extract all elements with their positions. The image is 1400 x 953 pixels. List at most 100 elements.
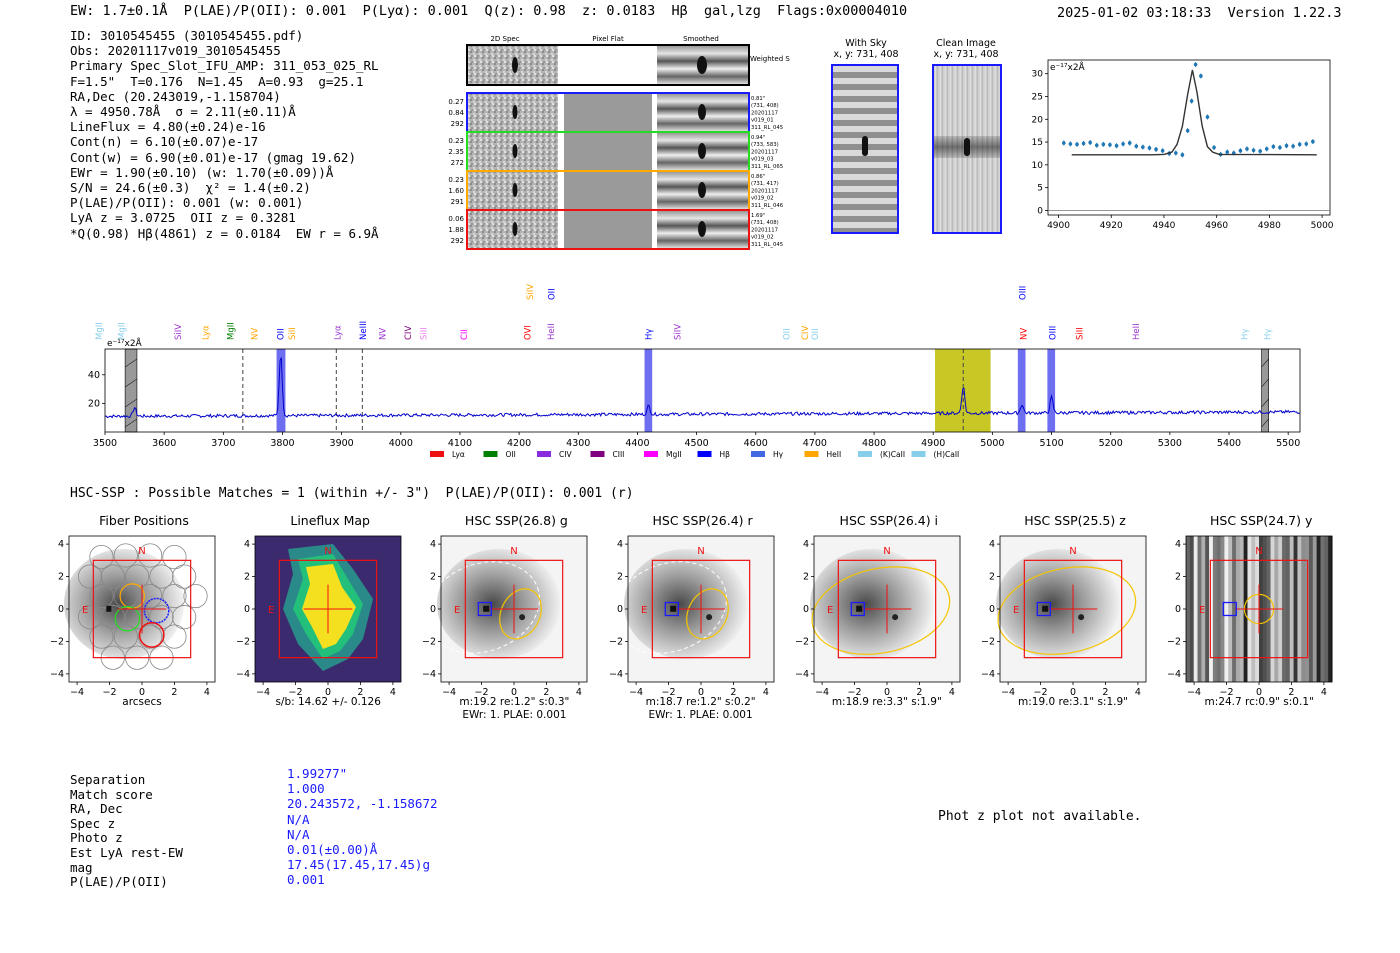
line-fit-svg: e⁻¹⁷x2Å 4900 4920 4940 4960 4980 5000 0 5 10 15 20 2… — [1032, 59, 1334, 231]
cutout-image: N E −4 −4 −2 −2 0 0 2 2 4 4 — [981, 535, 1147, 698]
data-point — [1121, 142, 1125, 146]
spec2d-right-label: 20201117 — [751, 188, 778, 194]
emission-line-label: OII — [811, 328, 821, 340]
spec2d-source — [512, 183, 518, 197]
spec2d-right-label: 311_RL_046 — [751, 203, 784, 209]
spectrum-frame — [104, 348, 1301, 433]
y-stripe — [1301, 536, 1306, 682]
spec2d-left-label: 272 — [451, 159, 464, 167]
info-lya-z: LyA z = 3.0725 OII z = 0.3281 — [70, 210, 296, 226]
spec2d-right-label: (731, 417) — [751, 181, 779, 187]
data-point — [1297, 142, 1302, 147]
east-label: E — [1013, 605, 1019, 616]
line-fit-plot: e⁻¹⁷x2Å 4900 4920 4940 4960 4980 5000 0 5 10 15 20 2… — [1030, 55, 1340, 235]
legend-label: (K)CaII — [880, 450, 905, 459]
legend-label: Hβ — [720, 450, 731, 459]
spec2d-left-label: 2.35 — [448, 148, 464, 156]
data-point — [1154, 147, 1158, 152]
x-tick-label: 4920 — [1100, 221, 1123, 231]
x-tick-label: −4 — [70, 687, 84, 698]
x-tick-label: 4900 — [1047, 221, 1070, 231]
spec2d-right-label: 311_RL_045 — [751, 242, 783, 248]
y-tick-label: −4 — [1167, 669, 1181, 680]
spec2d-row: 0.06 1.88 292 1.69"(731, 408)20201117 v019_0… — [448, 209, 783, 250]
info-block: ID: 3010545455 (3010545455.pdf) Obs: 202… — [70, 28, 379, 241]
y-tick-label: −4 — [981, 669, 995, 680]
emission-line-label: Lyα — [333, 325, 343, 340]
data-point — [1108, 142, 1112, 147]
data-point — [1258, 149, 1262, 153]
y-tick-label: 20 — [88, 398, 100, 409]
data-point — [1081, 141, 1086, 146]
y-stripe — [1232, 536, 1237, 682]
y-tick-label: 15 — [1032, 138, 1043, 148]
y-stripe — [1282, 536, 1287, 682]
nucleus — [855, 605, 862, 612]
y-tick-label: −4 — [50, 669, 64, 680]
x-tick-label: 2 — [1102, 687, 1108, 698]
legend-swatch — [430, 451, 444, 457]
data-point — [1160, 148, 1165, 153]
fiber-circle — [100, 564, 125, 589]
y-tick-label: 2 — [617, 572, 623, 583]
y-stripe — [1289, 536, 1295, 682]
cutout-g: HSC SSP(26.8) g N E −4 −4 −2 −2 0 0 2 2 4 4 m:19.2 re… — [417, 512, 602, 722]
x-tick-label: 5100 — [1039, 438, 1063, 449]
spec2d-svg: 2D Spec Pixel Flat Smoothed Weighted Sum… — [448, 35, 801, 250]
fiber-circle — [172, 605, 197, 630]
data-point — [1094, 143, 1099, 148]
y-tick-label: 25 — [1032, 92, 1043, 102]
data-point — [1278, 145, 1282, 150]
east-label: E — [827, 605, 833, 616]
north-label: N — [1255, 546, 1262, 557]
with-sky-image — [831, 64, 899, 234]
x-tick-label: 3500 — [93, 438, 117, 449]
x-tick-label: 0 — [884, 687, 890, 698]
hatch — [1261, 378, 1269, 388]
match-value-specz: N/A — [287, 811, 310, 827]
info-plae: P(LAE)/P(OII): 0.001 (w: 0.001) — [70, 195, 304, 211]
fiber-circle — [162, 545, 187, 570]
companion — [705, 614, 712, 621]
y-tick-label: 0 — [58, 604, 64, 615]
data-point — [1251, 148, 1256, 153]
y-stripe — [1209, 536, 1214, 682]
x-tick-label: 2 — [358, 687, 364, 698]
x-tick-label: 3700 — [211, 438, 235, 449]
fiber-circle — [138, 624, 163, 649]
legend-label: (H)CaII — [934, 450, 960, 459]
spec2d-source — [512, 222, 518, 236]
emission-line-label: SiII — [419, 327, 429, 340]
search-box — [465, 559, 564, 659]
x-tick-label: 5200 — [1099, 438, 1123, 449]
x-tick-label: −4 — [256, 687, 270, 698]
match-ellipse — [685, 588, 729, 640]
y-stripe — [1328, 536, 1333, 682]
y-tick-label: −4 — [609, 669, 623, 680]
companion — [1078, 614, 1085, 621]
fiber-circle — [113, 583, 138, 609]
spec2d-source — [512, 144, 518, 158]
fiber-circle — [149, 564, 174, 589]
cutout-flux: Lineflux Map N E −4 −4 −2 −2 0 0 2 2 4 4 s/b: 14.62 +… — [231, 512, 416, 722]
info-radec: RA,Dec (20.243019,-1.158704) — [70, 88, 281, 104]
match-label-plae: P(LAE)/P(OII) — [70, 874, 168, 890]
emission-line-label: CIV — [801, 326, 811, 340]
clean-image-title: Clean Image x, y: 731, 408 — [930, 38, 1002, 60]
y-tick-label: 30 — [1032, 70, 1044, 80]
companion — [519, 614, 526, 621]
x-tick-label: 4900 — [921, 438, 945, 449]
spec2d-col-title: Smoothed — [683, 35, 719, 43]
data-point — [1225, 150, 1230, 154]
x-tick-label: 2 — [171, 687, 177, 698]
y-tick-label: 2 — [58, 572, 64, 583]
fiber-highlight — [138, 622, 165, 648]
cutout-image: N E −4 −4 −2 −2 0 0 2 2 4 4 — [422, 535, 588, 698]
x-tick-label: −4 — [1187, 687, 1201, 698]
data-point — [1134, 144, 1139, 148]
x-tick-label: 2 — [1289, 687, 1295, 698]
match-label-mag: mag — [70, 859, 93, 875]
y-tick-label: 2 — [1175, 572, 1181, 583]
data-point — [1193, 62, 1198, 67]
spec2d-right-label: 20201117 — [751, 149, 778, 155]
